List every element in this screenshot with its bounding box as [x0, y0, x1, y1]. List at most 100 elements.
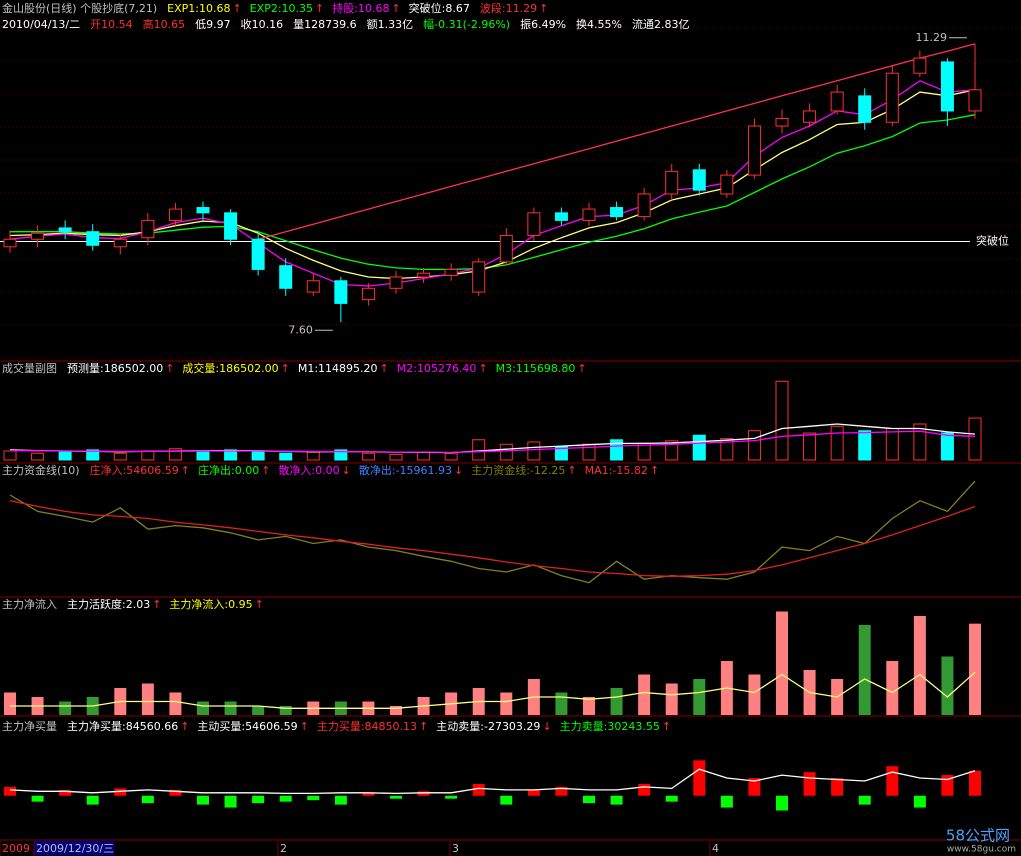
candle-body — [444, 268, 458, 276]
legend-item: 主力买量:84850.13 — [317, 720, 417, 733]
volume-bar — [968, 417, 982, 461]
activity-bar — [500, 692, 513, 715]
netbuy-bar — [307, 795, 320, 801]
legend-item: 突破位:8.67 — [409, 1, 470, 15]
candle-body — [803, 110, 817, 123]
candle-body — [361, 287, 375, 301]
volume-bar — [168, 448, 182, 461]
legend-arrow: ↑ — [255, 598, 264, 611]
candle-body — [279, 265, 293, 289]
legend-item: 流通2.83亿 — [632, 17, 690, 31]
legend-item: 庄净出:0.00 — [198, 463, 259, 477]
netbuy-bar — [417, 791, 430, 796]
legend-item: 低9.97 — [195, 18, 231, 31]
legend-item: 主力净流入 — [2, 597, 57, 611]
legend-arrow: ↑ — [300, 720, 309, 733]
legend-item: 主力活跃度:2.03 — [67, 597, 150, 611]
volume-bar — [610, 439, 624, 461]
netbuy-bar — [555, 786, 568, 796]
candle-body — [251, 238, 265, 270]
candle-body — [417, 272, 431, 278]
legend-item: 收10.16 — [241, 17, 284, 31]
netbuy-bar — [858, 795, 871, 805]
activity-bar — [886, 661, 899, 715]
legend-item: 预测量:186502.00 — [67, 362, 163, 375]
breakout-label: 突破位 — [976, 234, 1009, 248]
netbuy-bar — [886, 766, 899, 796]
netbuy-bar — [224, 795, 237, 808]
netbuy-bar — [969, 770, 981, 796]
legend-item: 成交量:186502.00 — [182, 361, 278, 375]
legend-item: 主动买量:54606.59 — [197, 720, 297, 733]
candle-body — [141, 219, 155, 239]
volume-bar — [499, 443, 513, 461]
legend-item: 额1.33亿 — [367, 18, 414, 31]
candle-body — [113, 238, 127, 248]
volume-bar — [747, 430, 761, 461]
candle-body — [913, 57, 927, 74]
volume-bar — [141, 450, 155, 461]
legend-item: 主力资金线:-12.25 — [471, 463, 565, 477]
activity-bar — [224, 701, 237, 715]
activity-bar — [252, 706, 265, 715]
volume-bar — [279, 452, 293, 461]
indicator-line — [9, 89, 976, 280]
indicator-line — [9, 80, 976, 287]
legend-arrow: ↑ — [180, 720, 189, 733]
volume-bar — [113, 452, 127, 461]
legend-item: 主力卖量:30243.55 — [560, 720, 660, 733]
legend-arrow: ↑ — [261, 464, 270, 477]
netbuy-bar — [86, 795, 99, 805]
netbuy-bar — [445, 795, 458, 799]
netbuy-bar — [114, 788, 127, 796]
legend-item: 换4.55% — [576, 17, 622, 31]
activity-bar — [610, 688, 623, 715]
volume-bar — [885, 428, 899, 461]
volume-bar — [417, 451, 431, 461]
legend-arrow: ↑ — [232, 2, 241, 15]
candle-body — [389, 276, 403, 289]
activity-bar — [913, 616, 926, 715]
volume-bar — [527, 441, 541, 461]
legend-item: 金山股份(日线) 个股抄底(7,21) — [2, 1, 157, 15]
volume-ma — [9, 430, 976, 454]
activity-bar — [197, 701, 209, 715]
candle-body — [747, 125, 761, 176]
legend-item: MA1:-15.82 — [585, 464, 648, 477]
legend-arrow: ↑ — [539, 2, 548, 15]
legend-item: M2:105276.40 — [397, 362, 477, 375]
activity-bar — [969, 623, 981, 715]
volume-bar — [86, 449, 100, 461]
netbuy-bar — [610, 795, 623, 805]
activity-bar — [4, 692, 16, 715]
candle-body — [940, 61, 954, 112]
legend-item: 庄净入:54606.59 — [90, 463, 179, 477]
legend-arrow: ↑ — [391, 2, 400, 15]
volume-bar — [665, 440, 679, 461]
netbuy-bar — [279, 795, 292, 802]
volume-bar — [58, 451, 72, 461]
netbuy-bar — [4, 786, 16, 796]
candle-body — [720, 174, 734, 195]
legend-item: 成交量副图 — [2, 361, 57, 375]
candle-body — [775, 117, 789, 127]
x-tick-label: 3 — [452, 842, 459, 855]
volume-bar — [858, 430, 872, 461]
netbuy-bar — [252, 795, 265, 804]
buy-line — [9, 768, 976, 795]
legend-item: 主动卖量:-27303.29 — [436, 720, 540, 733]
volume-bar — [306, 451, 320, 461]
netbuy-bar — [913, 795, 926, 808]
legend-arrow: ↓ — [454, 464, 463, 477]
volume-bar — [720, 438, 734, 461]
volume-bar — [196, 451, 210, 461]
fund-line — [9, 480, 976, 584]
netbuy-bar — [831, 778, 844, 796]
netbuy-bar — [59, 789, 72, 796]
candle-body — [885, 72, 899, 123]
legend-arrow: ↑ — [567, 464, 576, 477]
legend-arrow: ↑ — [577, 362, 586, 375]
volume-bar — [334, 449, 348, 461]
fund-line — [9, 500, 976, 577]
